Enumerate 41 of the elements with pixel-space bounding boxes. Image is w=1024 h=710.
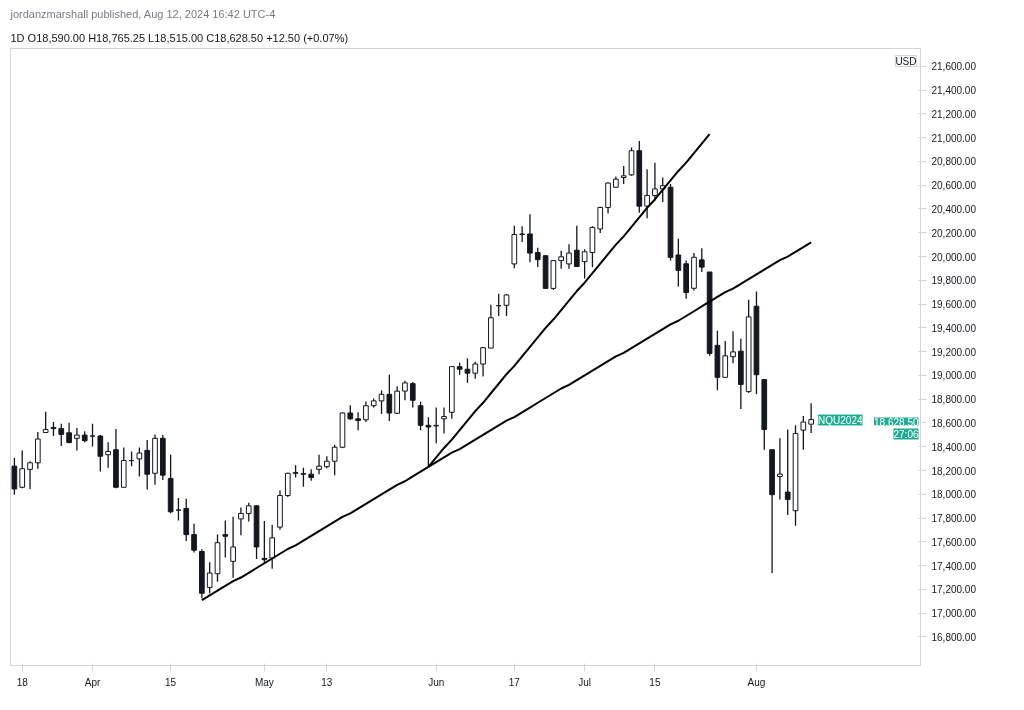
x-tick-label: 17 — [508, 676, 521, 688]
y-tick-label: 18,000.00 — [931, 489, 977, 501]
y-tick-label: 19,800.00 — [931, 275, 977, 287]
y-tick-label: 19,000.00 — [931, 370, 977, 382]
chart-subtitle: 1D O18,590.00 H18,765.25 L18,515.00 C18,628.50 +12.50 (+0.07%) — [10, 31, 349, 44]
y-tick-label: 20,800.00 — [931, 156, 977, 168]
x-tick-label: 18 — [16, 676, 29, 688]
y-tick-label: 17,200.00 — [931, 584, 977, 596]
x-tick-label: 13 — [321, 676, 333, 688]
y-tick-label: 20,200.00 — [931, 227, 977, 239]
y-tick-label: 21,600.00 — [931, 61, 977, 73]
y-tick-label: 21,200.00 — [931, 108, 977, 120]
x-tick-label: 15 — [165, 676, 177, 688]
x-tick-label: Apr — [84, 676, 101, 688]
text: 18,628.50 — [874, 416, 919, 428]
text: NQU2024 — [818, 414, 863, 426]
x-tick-label: May — [254, 676, 274, 688]
text: USD — [895, 55, 917, 67]
y-tick-label: 19,200.00 — [931, 346, 977, 358]
chart-title: jordanzmarshall published, Aug 12, 2024 16:42 UTC-4 — [9, 7, 276, 20]
y-tick-label: 21,000.00 — [931, 132, 977, 144]
x-tick-label: Jul — [578, 676, 592, 688]
text: 27:06 — [893, 428, 919, 440]
y-tick-label: 19,400.00 — [931, 322, 977, 334]
y-tick-label: 18,600.00 — [931, 417, 977, 429]
y-tick-label: 17,000.00 — [931, 608, 977, 620]
x-tick-label: 15 — [649, 676, 661, 688]
y-tick-label: 20,400.00 — [931, 203, 977, 215]
y-tick-label: 17,800.00 — [931, 513, 977, 525]
y-tick-label: 20,000.00 — [931, 251, 977, 263]
y-tick-label: 20,600.00 — [931, 180, 977, 192]
y-tick-label: 19,600.00 — [931, 299, 977, 311]
y-tick-label: 18,400.00 — [931, 441, 977, 453]
y-tick-label: 21,400.00 — [931, 85, 977, 97]
y-tick-label: 18,800.00 — [931, 394, 977, 406]
y-tick-label: 18,200.00 — [931, 465, 977, 477]
y-tick-label: 16,800.00 — [931, 631, 977, 643]
x-tick-label: Aug — [747, 676, 766, 688]
y-tick-label: 17,400.00 — [931, 560, 977, 572]
x-tick-label: Jun — [428, 676, 445, 688]
y-tick-label: 17,600.00 — [931, 536, 977, 548]
